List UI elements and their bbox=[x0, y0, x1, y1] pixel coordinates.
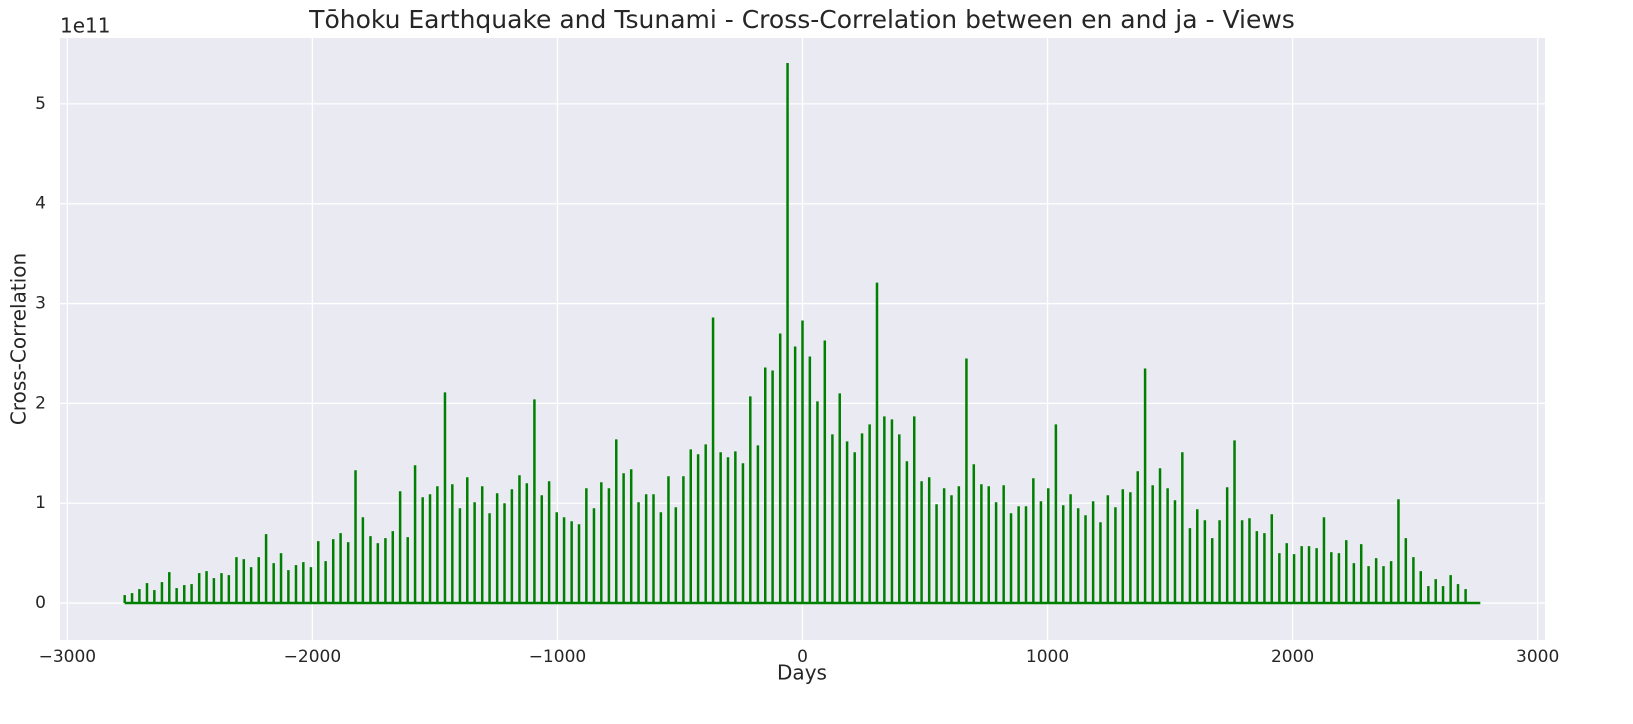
y-tick-label: 1 bbox=[35, 493, 46, 513]
x-tick-label: 1000 bbox=[1026, 647, 1069, 667]
y-tick-label: 3 bbox=[35, 294, 46, 314]
x-tick-label: −1000 bbox=[529, 647, 587, 667]
x-axis-label: Days bbox=[777, 661, 827, 685]
y-axis-label: Cross-Correlation bbox=[7, 253, 31, 425]
chart-title: Tōhoku Earthquake and Tsunami - Cross-Co… bbox=[308, 5, 1295, 34]
x-tick-label: −3000 bbox=[39, 647, 97, 667]
y-offset-label: 1e11 bbox=[60, 14, 110, 38]
x-tick-label: −2000 bbox=[284, 647, 342, 667]
y-tick-label: 5 bbox=[35, 94, 46, 114]
x-tick-label: 3000 bbox=[1516, 647, 1559, 667]
y-tick-label: 4 bbox=[35, 194, 46, 214]
y-tick-label: 2 bbox=[35, 393, 46, 413]
x-tick-label: 2000 bbox=[1271, 647, 1314, 667]
x-tick-label: 0 bbox=[797, 647, 808, 667]
y-tick-label: 0 bbox=[35, 593, 46, 613]
